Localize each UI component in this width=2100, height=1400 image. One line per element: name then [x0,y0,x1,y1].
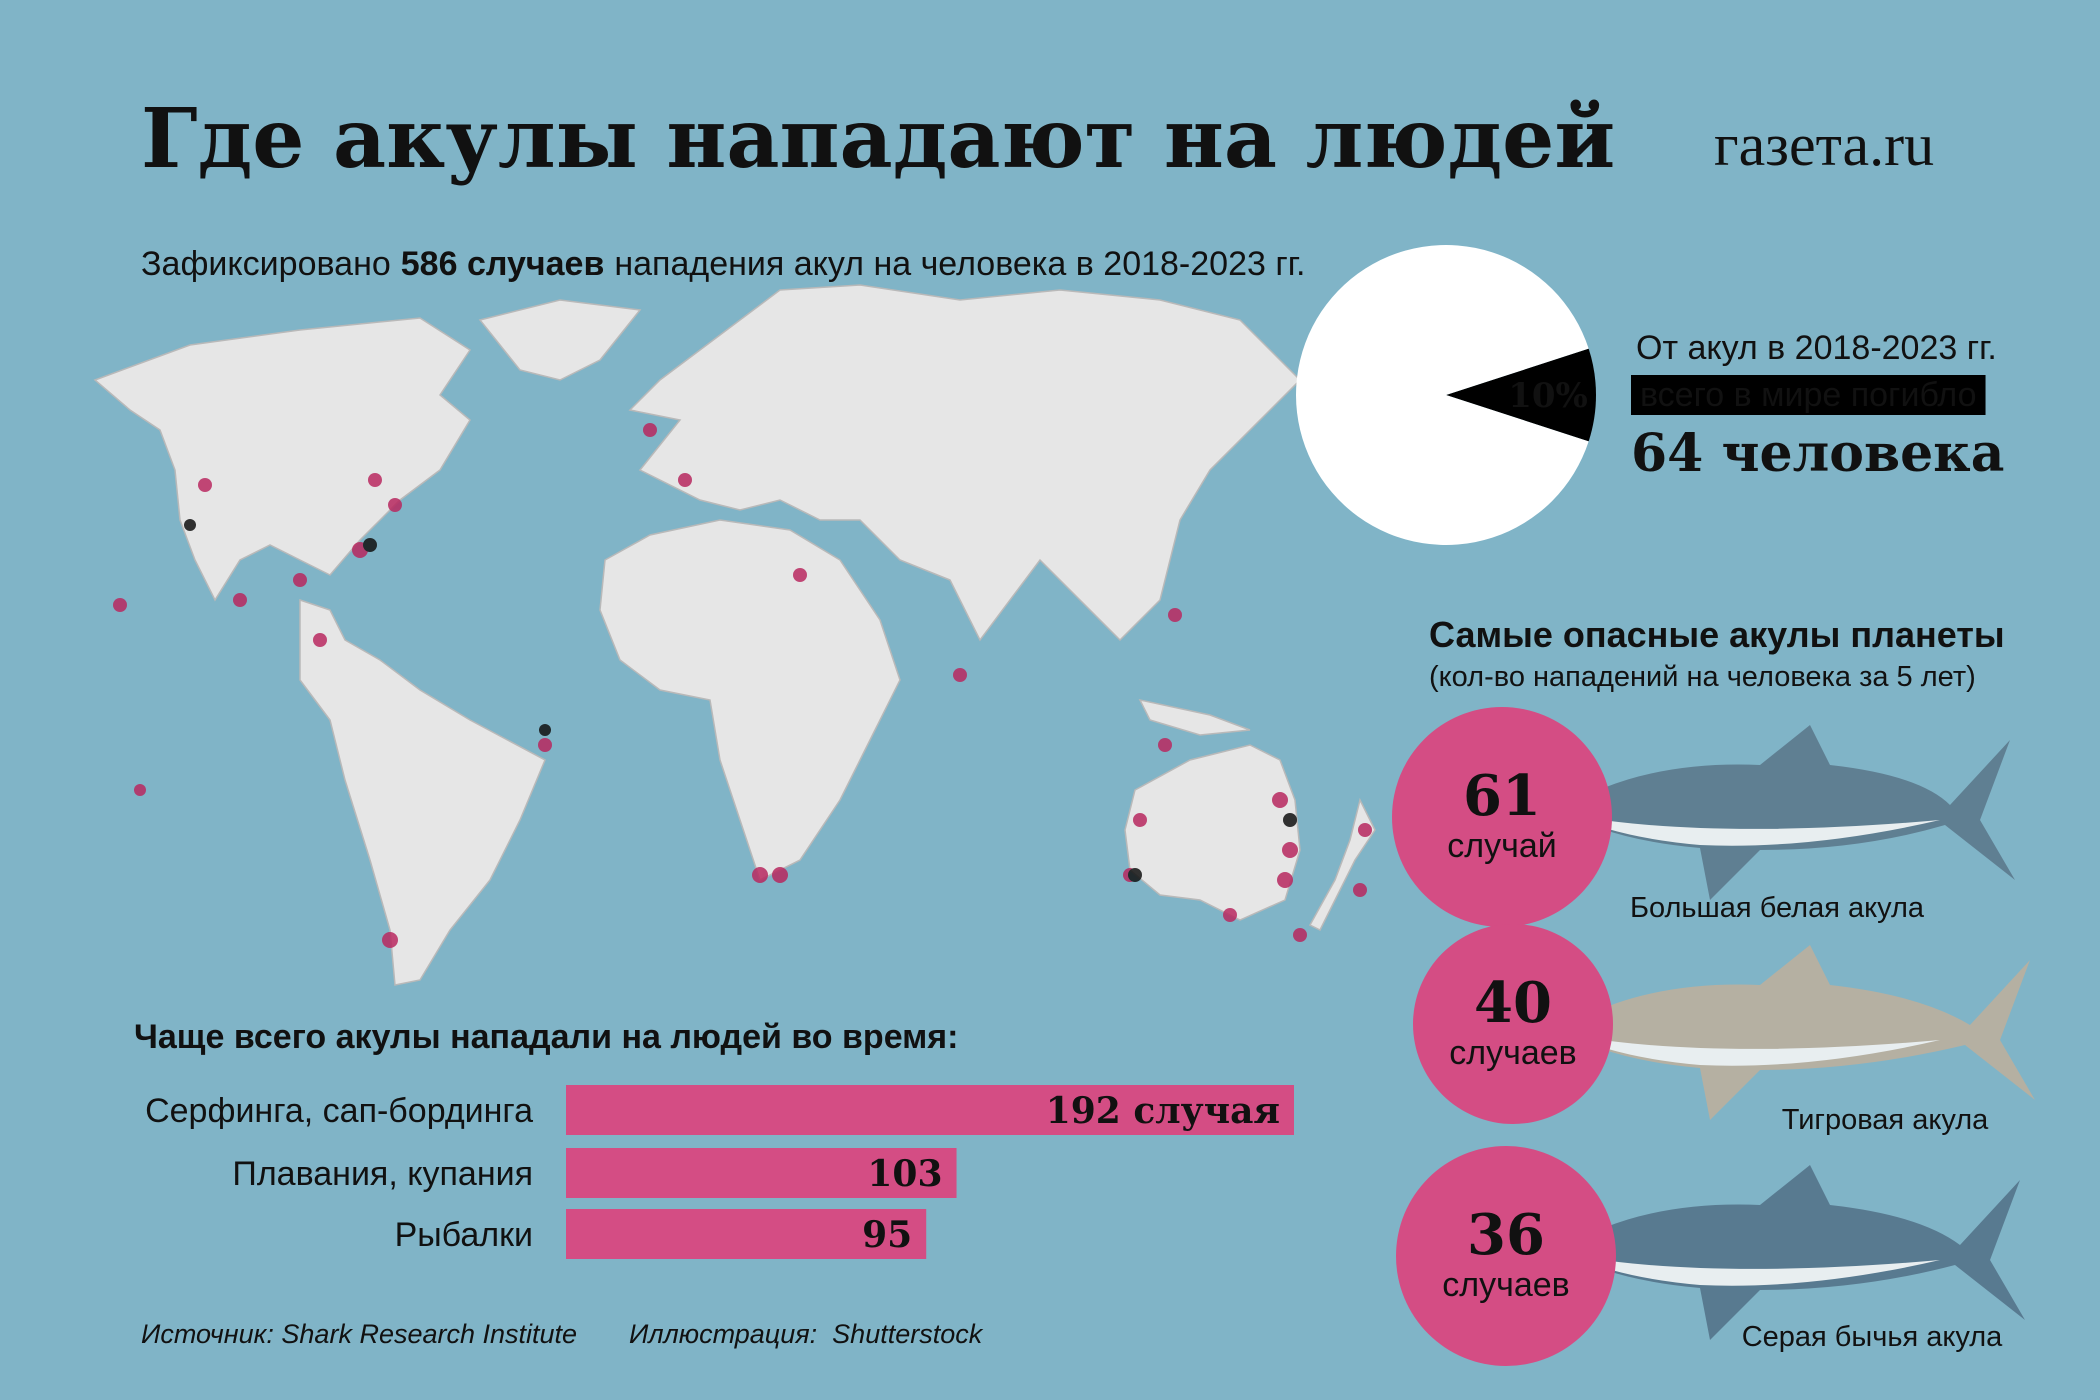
source: Источник: Shark Research Institute [141,1319,577,1349]
count-circle [1396,1146,1616,1366]
pie-text: От акул в 2018-2023 гг. [1636,329,1997,367]
shark-belly [1570,1035,1940,1066]
bar-category: Плавания, купания [232,1155,533,1193]
shark-belly [1570,815,1940,846]
count-value: 36 [1467,1202,1545,1268]
illustration-credit: Иллюстрация: Shutterstock [629,1319,984,1349]
bar-category: Рыбалки [395,1216,533,1254]
count-value: 61 [1463,763,1541,829]
pie-slice [1295,245,1589,546]
pie-label: 10% [1508,376,1588,416]
sharks-title: Самые опасные акулы планеты [1429,614,2005,655]
pie-text-box: всего в мире погибло [1640,376,1977,414]
subtitle-text: Зафиксировано [141,245,391,283]
pie-slice [1446,348,1596,442]
bar-value-label: 95 [862,1214,912,1256]
count-unit: случай [1447,827,1556,865]
shark-illustration [1560,945,2035,1120]
shark-illustration [1560,1165,2025,1340]
attack-dots [113,423,1417,948]
subtitle: Зафиксировано 586 случаев нападения акул н… [141,245,1305,283]
shark-name: Тигровая акула [1782,1104,1989,1136]
shark-name: Серая бычья акула [1742,1321,2003,1353]
text-box [1631,375,1986,415]
bar-category: Серфинга, сап-бординга [145,1092,533,1130]
count-unit: случаев [1442,1266,1569,1304]
bar-value-label: 103 [867,1153,942,1195]
sharks-subtitle: (кол-во нападений на человека за 5 лет) [1429,661,1976,693]
bar-chart-title: Чаще всего акулы нападали на людей во вр… [134,1018,958,1056]
subtitle-text: нападения акул на человека в 2018-2023 г… [614,245,1305,283]
shark-illustration [1560,725,2015,900]
subtitle-bold: 586 случаев [401,245,605,283]
title: Где акулы нападают на людей [141,91,1615,187]
count-value: 40 [1474,970,1552,1036]
count-circle [1392,707,1612,927]
sharks-section: Самые опасные акулы планеты (кол-во напа… [1392,614,2035,1366]
shark-name: Большая белая акула [1630,892,1925,924]
logo: газета.ru [1714,112,1934,178]
count-circle [1413,924,1613,1124]
bar [566,1085,1294,1135]
shark-belly [1570,1255,1940,1286]
bar [566,1209,927,1259]
pie-text-bold: 64 человека [1631,423,2004,484]
bar-value-label: 192 случая [1046,1090,1280,1132]
bar [566,1148,957,1198]
count-unit: случаев [1449,1034,1576,1072]
